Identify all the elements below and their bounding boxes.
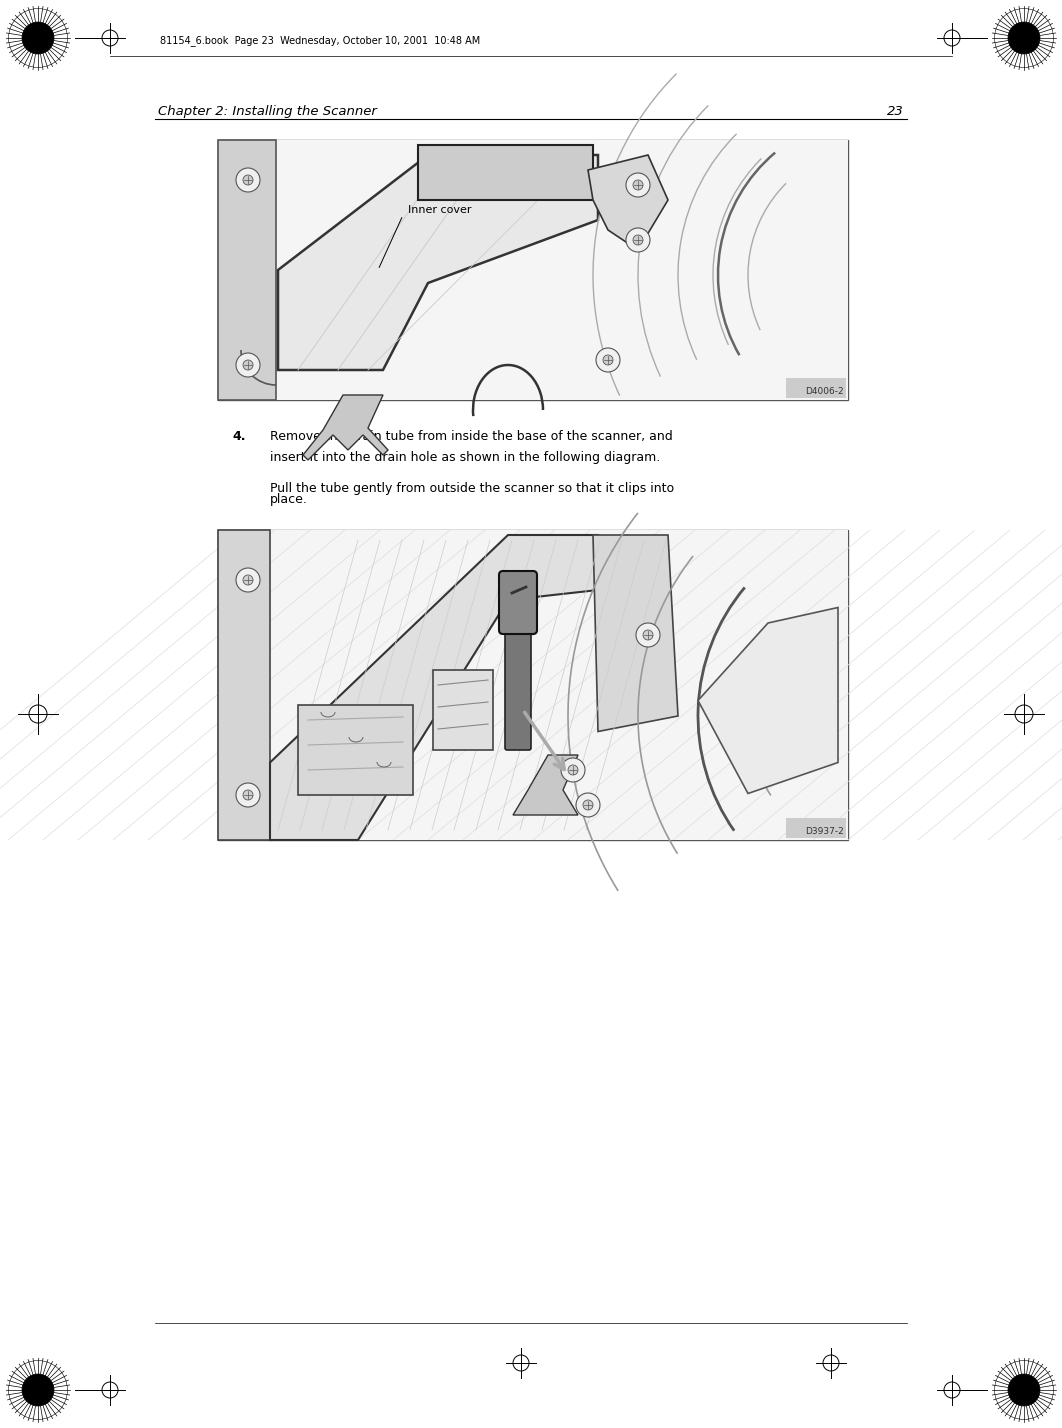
Circle shape <box>236 169 260 191</box>
Text: insert it into the drain hole as shown in the following diagram.: insert it into the drain hole as shown i… <box>270 451 661 464</box>
Text: D3937-2: D3937-2 <box>805 827 844 835</box>
Circle shape <box>236 783 260 807</box>
Circle shape <box>243 575 253 585</box>
Polygon shape <box>303 396 388 460</box>
Circle shape <box>561 758 585 783</box>
Circle shape <box>596 348 620 373</box>
Text: Chapter 2: Installing the Scanner: Chapter 2: Installing the Scanner <box>158 106 377 119</box>
Circle shape <box>626 173 650 197</box>
Text: 23: 23 <box>887 106 904 119</box>
FancyBboxPatch shape <box>298 705 413 795</box>
Circle shape <box>236 568 260 593</box>
Circle shape <box>243 360 253 370</box>
Circle shape <box>1008 1374 1040 1407</box>
Text: Inner cover: Inner cover <box>408 206 472 216</box>
FancyBboxPatch shape <box>418 146 593 200</box>
Text: 4.: 4. <box>232 430 245 443</box>
FancyBboxPatch shape <box>499 571 537 634</box>
FancyBboxPatch shape <box>218 140 847 400</box>
Circle shape <box>1008 21 1040 54</box>
Circle shape <box>603 356 613 366</box>
FancyBboxPatch shape <box>218 530 847 840</box>
Circle shape <box>236 353 260 377</box>
Text: 81154_6.book  Page 23  Wednesday, October 10, 2001  10:48 AM: 81154_6.book Page 23 Wednesday, October … <box>160 36 480 46</box>
FancyBboxPatch shape <box>218 140 847 400</box>
Circle shape <box>583 800 593 810</box>
FancyBboxPatch shape <box>218 530 270 840</box>
Circle shape <box>568 765 578 775</box>
Polygon shape <box>588 156 668 250</box>
FancyBboxPatch shape <box>433 670 493 750</box>
FancyBboxPatch shape <box>218 530 847 840</box>
Polygon shape <box>513 755 578 815</box>
Circle shape <box>633 180 643 190</box>
Polygon shape <box>270 536 598 840</box>
Circle shape <box>636 623 660 647</box>
FancyBboxPatch shape <box>786 378 846 398</box>
FancyBboxPatch shape <box>506 611 531 750</box>
Text: Pull the tube gently from outside the scanner so that it clips into: Pull the tube gently from outside the sc… <box>270 483 674 496</box>
Polygon shape <box>698 607 838 794</box>
Circle shape <box>626 228 650 251</box>
Circle shape <box>22 1374 54 1407</box>
Polygon shape <box>278 156 598 370</box>
FancyBboxPatch shape <box>786 818 846 838</box>
Text: Remove the drain tube from inside the base of the scanner, and: Remove the drain tube from inside the ba… <box>270 430 672 443</box>
Text: place.: place. <box>270 493 308 506</box>
Circle shape <box>643 630 653 640</box>
Polygon shape <box>593 536 678 731</box>
Text: D4006-2: D4006-2 <box>805 387 844 396</box>
Circle shape <box>22 21 54 54</box>
Circle shape <box>633 236 643 246</box>
Polygon shape <box>218 140 276 400</box>
Circle shape <box>576 793 600 817</box>
Circle shape <box>243 790 253 800</box>
Circle shape <box>243 176 253 186</box>
